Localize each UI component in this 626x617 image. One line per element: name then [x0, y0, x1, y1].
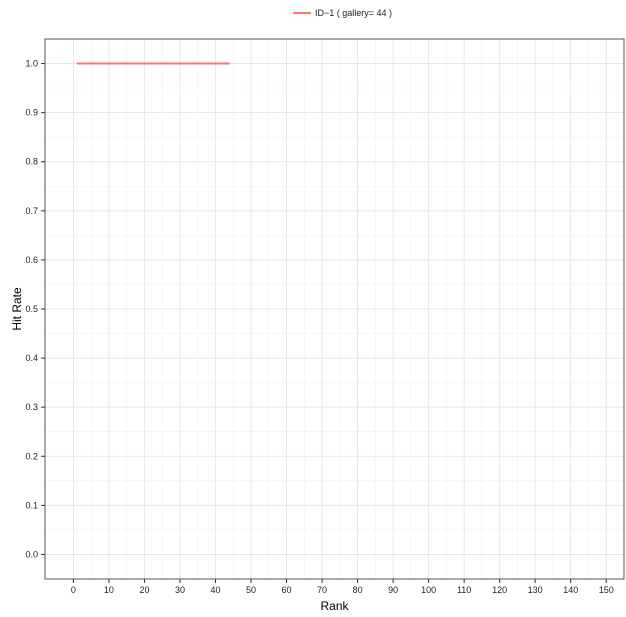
- y-tick-label: 0.3: [25, 402, 38, 412]
- y-tick-label: 0.0: [25, 549, 38, 559]
- y-tick-label: 0.5: [25, 304, 38, 314]
- x-tick-label: 130: [528, 585, 543, 595]
- y-tick-label: 0.2: [25, 451, 38, 461]
- x-tick-label: 120: [492, 585, 507, 595]
- x-tick-label: 0: [71, 585, 76, 595]
- x-tick-label: 80: [353, 585, 363, 595]
- x-axis-title: Rank: [320, 599, 349, 613]
- x-tick-label: 30: [175, 585, 185, 595]
- y-axis-title: Hit Rate: [10, 287, 24, 331]
- y-tick-label: 1.0: [25, 59, 38, 69]
- legend: ID−1 ( gallery= 44 ): [293, 8, 392, 18]
- y-tick-label: 0.7: [25, 206, 38, 216]
- x-tick-label: 20: [139, 585, 149, 595]
- x-axis: 0 10 20 30 40 50 60 70 80 90 100 110 120 130 140 150: [71, 579, 614, 595]
- x-tick-label: 70: [317, 585, 327, 595]
- x-tick-label: 150: [599, 585, 614, 595]
- x-tick-label: 40: [210, 585, 220, 595]
- y-axis: 0.0 0.1 0.2 0.3 0.4 0.5 0.6 0.7 0.8 0.9 1.0: [25, 59, 45, 559]
- x-tick-label: 60: [282, 585, 292, 595]
- x-tick-label: 100: [421, 585, 436, 595]
- y-tick-label: 0.6: [25, 255, 38, 265]
- grid-lines: [45, 39, 624, 579]
- y-tick-label: 0.9: [25, 108, 38, 118]
- x-tick-label: 110: [457, 585, 471, 595]
- legend-label: ID−1 ( gallery= 44 ): [315, 8, 392, 18]
- y-tick-label: 0.8: [25, 157, 38, 167]
- y-tick-label: 0.4: [25, 353, 38, 363]
- y-tick-label: 0.1: [25, 500, 38, 510]
- x-tick-label: 10: [104, 585, 114, 595]
- x-tick-label: 50: [246, 585, 256, 595]
- x-tick-label: 90: [388, 585, 398, 595]
- x-tick-label: 140: [563, 585, 578, 595]
